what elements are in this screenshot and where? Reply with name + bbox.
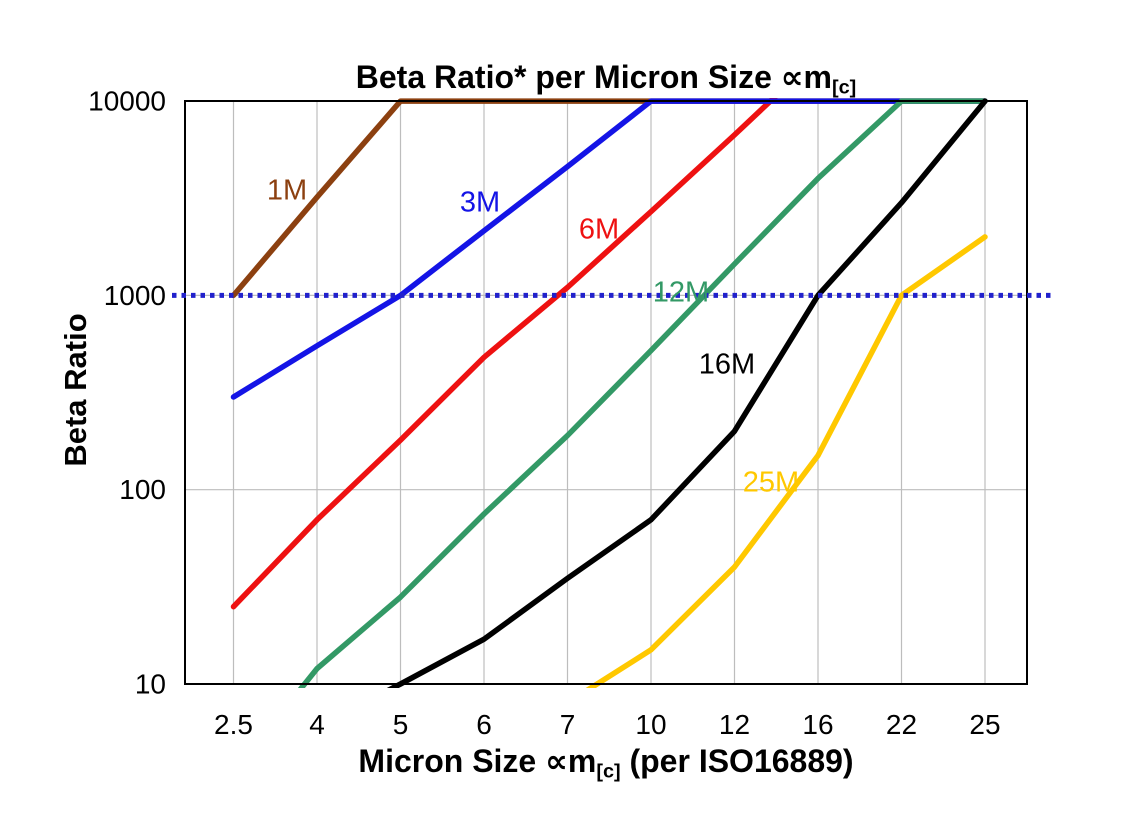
x-axis-title: Micron Size ∝m[c] (per ISO16889)	[180, 742, 1032, 784]
x-tick-label: 10	[635, 709, 666, 740]
x-axis-title-text: Micron Size ∝m	[358, 743, 597, 779]
chart-title-text: Beta Ratio* per Micron Size ∝m	[355, 59, 832, 95]
series-labels: 1M 3M 6M 12M 16M 25M	[267, 175, 799, 499]
x-tick-label: 25	[969, 709, 1000, 740]
x-tick-label: 7	[560, 709, 576, 740]
chart-title: Beta Ratio* per Micron Size ∝m[c]	[180, 58, 1032, 100]
chart-title-subscript: [c]	[831, 76, 857, 99]
y-axis-title: Beta Ratio	[58, 313, 93, 467]
series-line-12m	[297, 98, 988, 688]
series-label-3m: 3M	[460, 187, 500, 219]
x-tick-label: 2.5	[214, 709, 253, 740]
x-tick-label: 12	[719, 709, 750, 740]
x-axis-title-subscript: [c]	[596, 760, 621, 783]
series-line-25m	[585, 234, 988, 688]
x-tick-label: 22	[886, 709, 917, 740]
y-tick-label: 10000	[88, 86, 166, 117]
x-tick-label: 4	[309, 709, 325, 740]
series-label-1m: 1M	[267, 175, 307, 207]
x-axis-title-suffix: (per ISO16889)	[620, 743, 854, 779]
series-label-12m: 12M	[653, 277, 709, 309]
series-label-6m: 6M	[579, 214, 619, 246]
x-tick-label: 5	[393, 709, 409, 740]
series-line-16m	[386, 98, 988, 688]
x-tick-label: 16	[802, 709, 833, 740]
series-lines	[230, 98, 988, 688]
x-tick-label: 6	[476, 709, 492, 740]
plot-frame	[184, 100, 1028, 685]
series-label-25m: 25M	[743, 467, 799, 499]
y-tick-label: 100	[119, 474, 166, 505]
series-label-16m: 16M	[699, 349, 755, 381]
y-tick-label: 1000	[104, 280, 166, 311]
series-line-6m	[230, 98, 778, 610]
y-tick-labels: 10000 1000 100 10	[88, 86, 166, 700]
y-tick-label: 10	[135, 669, 166, 700]
x-tick-labels: 2.5 4 5 6 7 10 12 16 22 25	[214, 709, 1001, 740]
